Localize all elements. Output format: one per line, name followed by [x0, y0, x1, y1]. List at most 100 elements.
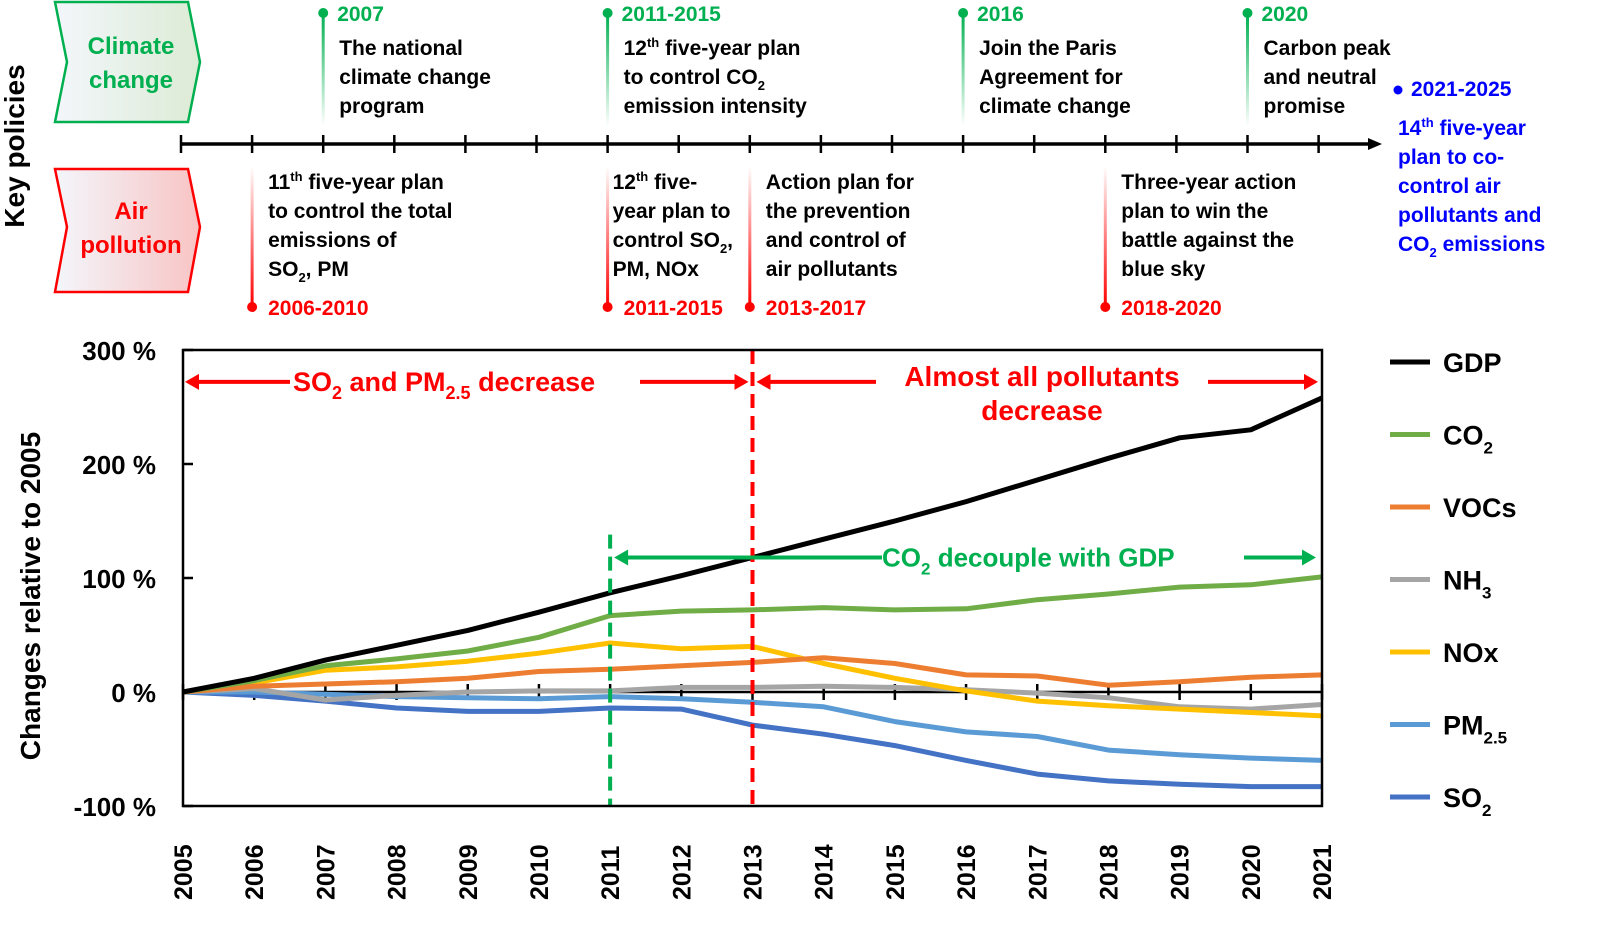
key-policies-panel: Key policies Climate change Air pollution … — [0, 0, 1545, 320]
event-text-line: control air — [1398, 175, 1501, 198]
legend-item-nh3: NH3 — [1390, 566, 1491, 603]
chart-annotations: SO2 and PM2.5 decrease Almost all polluta… — [185, 361, 1318, 578]
x-tick-label: 2012 — [668, 844, 696, 900]
event-year: 2011-2015 — [624, 297, 724, 320]
x-tick-label: 2014 — [811, 844, 839, 900]
y-tick-label: 0 % — [111, 678, 156, 708]
event-stem — [606, 166, 610, 306]
y-axis-label: Changes relative to 2005 — [15, 432, 46, 760]
event-text-line: emission intensity — [624, 95, 808, 118]
event-text-line: Carbon peak — [1264, 37, 1392, 60]
emissions-chart: Changes relative to 2005 -100 % 0 % 100 % 2… — [15, 336, 1517, 900]
event-dot — [1393, 85, 1403, 95]
event-text-line: and neutral — [1264, 66, 1377, 89]
air-event: 2011-2015 12th five-year plan to control S… — [602, 166, 733, 320]
event-text-line: climate change — [979, 95, 1131, 118]
event-year: 2006-2010 — [268, 297, 368, 320]
event-dot — [744, 302, 755, 312]
arrowhead — [756, 373, 771, 390]
event-text-line: blue sky — [1121, 258, 1205, 281]
air-event: 2006-2010 11th five-year plan to control t… — [247, 166, 452, 320]
event-year: 2021-2025 — [1411, 78, 1512, 101]
arrowhead — [1304, 373, 1318, 390]
arrowhead — [614, 549, 629, 566]
x-axis-ticks: 2005 2006 2007 2008 2009 2010 2011 2012 2013 2014… — [170, 844, 1337, 900]
annotation-text: CO2 decouple with GDP — [882, 542, 1175, 578]
air-pollution-label: Air pollution — [80, 198, 181, 259]
air-event: 2018-2020 Three-year action plan to win th… — [1100, 166, 1296, 320]
annotation-text: decrease — [981, 395, 1102, 426]
event-text-line: pollutants and — [1398, 204, 1542, 227]
x-tick-label: 2018 — [1095, 844, 1123, 900]
event-year: 2013-2017 — [766, 297, 866, 320]
y-axis-ticks: -100 % 0 % 100 % 200 % 300 % — [74, 336, 193, 822]
event-dot — [602, 302, 613, 312]
x-tick-label: 2009 — [455, 844, 483, 900]
legend-item-vocs: VOCs — [1390, 493, 1517, 523]
event-year: 2018-2020 — [1121, 297, 1221, 320]
event-stem — [1103, 166, 1107, 306]
climate-event: 2016 Join the Paris Agreement for climate c… — [958, 3, 1131, 126]
x-tick-label: 2006 — [241, 844, 269, 900]
legend-label: SO2 — [1443, 783, 1491, 820]
arrowhead — [185, 373, 199, 390]
event-text-line: 12th five-year plan — [624, 35, 801, 60]
event-text-line: year plan to — [613, 200, 731, 223]
x-tick-label: 2005 — [170, 844, 198, 900]
air-event: 2013-2017 Action plan for the prevention an… — [744, 166, 914, 320]
event-text-line: Agreement for — [979, 66, 1123, 89]
y-tick-label: 200 % — [82, 450, 156, 480]
event-year: 2011-2015 — [622, 3, 722, 26]
climate-change-label: Climate change — [88, 33, 175, 94]
event-text-line: promise — [1264, 95, 1346, 118]
legend-item-pm25: PM2.5 — [1390, 711, 1507, 748]
legend-item-co2: CO2 — [1390, 421, 1493, 458]
x-tick-label: 2007 — [312, 844, 340, 900]
event-text-line: PM, NOx — [613, 258, 700, 281]
air-events: 2006-2010 11th five-year plan to control t… — [247, 166, 1296, 320]
annotation-so2-pm-decrease: SO2 and PM2.5 decrease — [185, 367, 749, 403]
annotation-text: SO2 and PM2.5 decrease — [293, 367, 595, 403]
event-text-line: 14th five-year — [1398, 115, 1526, 140]
event-text-line: plan to co- — [1398, 146, 1504, 169]
event-stem — [961, 14, 965, 126]
x-tick-label: 2011 — [597, 846, 625, 900]
period-divider-lines — [608, 350, 755, 806]
event-stem — [606, 14, 610, 126]
event-text-line: Join the Paris — [979, 37, 1117, 60]
future-event: 2021-2025 14th five-year plan to co-contro… — [1393, 78, 1545, 260]
event-text-line: emissions of — [268, 229, 397, 252]
climate-event: 2011-2015 12th five-year plan to control C… — [602, 3, 808, 126]
arrowhead — [1302, 549, 1316, 566]
event-text-line: plan to win the — [1121, 200, 1268, 223]
event-text-line: 12th five- — [613, 169, 698, 194]
climate-event: 2007 The national climate change program — [318, 3, 491, 126]
x-tick-label: 2016 — [953, 844, 981, 900]
event-year: 2016 — [977, 3, 1024, 26]
event-dot — [602, 8, 613, 18]
air-pollution-banner: Air pollution — [53, 167, 202, 294]
event-text-line: and control of — [766, 229, 907, 252]
x-tick-label: 2021 — [1309, 844, 1337, 900]
x-tick-label: 2015 — [882, 844, 910, 900]
event-dot — [247, 302, 258, 312]
plot-frame — [181, 348, 1324, 808]
climate-event: 2020 Carbon peak and neutral promise — [1242, 3, 1392, 126]
event-text-line: the prevention — [766, 200, 911, 223]
event-text-line: The national — [339, 37, 463, 60]
x-tick-label: 2019 — [1167, 844, 1195, 900]
y-tick-label: -100 % — [74, 792, 156, 822]
event-text-line: Three-year action — [1121, 171, 1296, 194]
event-stem — [250, 166, 254, 306]
event-dot — [1242, 8, 1253, 18]
legend-item-so2: SO2 — [1390, 783, 1491, 820]
event-year: 2020 — [1262, 3, 1309, 26]
event-text-line: to control the total — [268, 200, 452, 223]
event-text-line: air pollutants — [766, 258, 898, 281]
arrowhead — [734, 373, 749, 390]
series-co2 — [182, 574, 1323, 695]
legend-label: VOCs — [1443, 493, 1517, 523]
x-tick-label: 2017 — [1024, 844, 1052, 900]
legend: GDP CO2 VOCs NH3 NOx PM2.5 SO2 — [1390, 348, 1517, 820]
